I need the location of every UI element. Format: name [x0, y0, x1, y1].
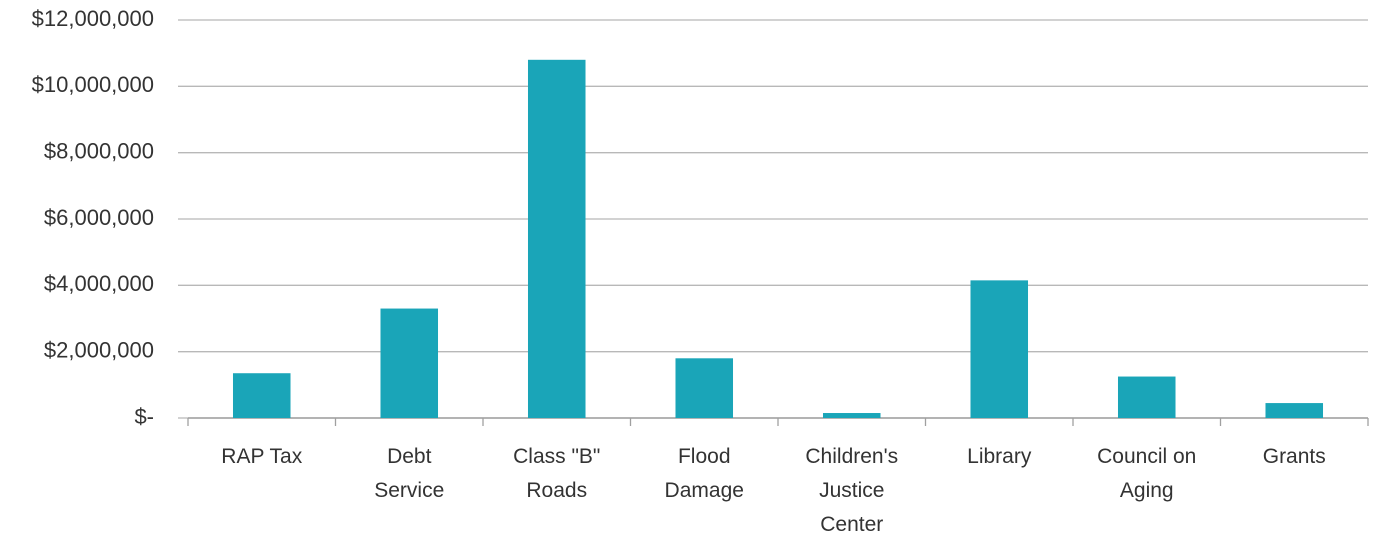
bar [675, 358, 734, 418]
y-tick-label: $- [134, 404, 154, 429]
y-tick-label: $2,000,000 [44, 337, 154, 362]
bar [970, 280, 1029, 418]
bar [822, 413, 881, 418]
y-tick-label: $4,000,000 [44, 271, 154, 296]
x-tick-label: Children's Justice Center [805, 445, 899, 536]
bar [1117, 376, 1176, 418]
y-tick-label: $10,000,000 [32, 72, 154, 97]
x-tick-label: Council on Aging [1097, 445, 1197, 502]
x-tick-label: RAP Tax [221, 445, 303, 468]
y-tick-label: $6,000,000 [44, 205, 154, 230]
x-tick-label: Library [967, 445, 1032, 468]
x-tick-label: Flood Damage [664, 445, 744, 502]
x-tick-label: Grants [1262, 445, 1326, 468]
bar [232, 373, 291, 418]
bar [380, 308, 439, 418]
bar [527, 59, 586, 419]
bar [1265, 403, 1324, 418]
x-tick-label: Debt Service [374, 445, 445, 502]
x-tick-label: Class "B" Roads [513, 445, 601, 502]
y-tick-label: $12,000,000 [32, 6, 154, 31]
y-tick-label: $8,000,000 [44, 138, 154, 163]
